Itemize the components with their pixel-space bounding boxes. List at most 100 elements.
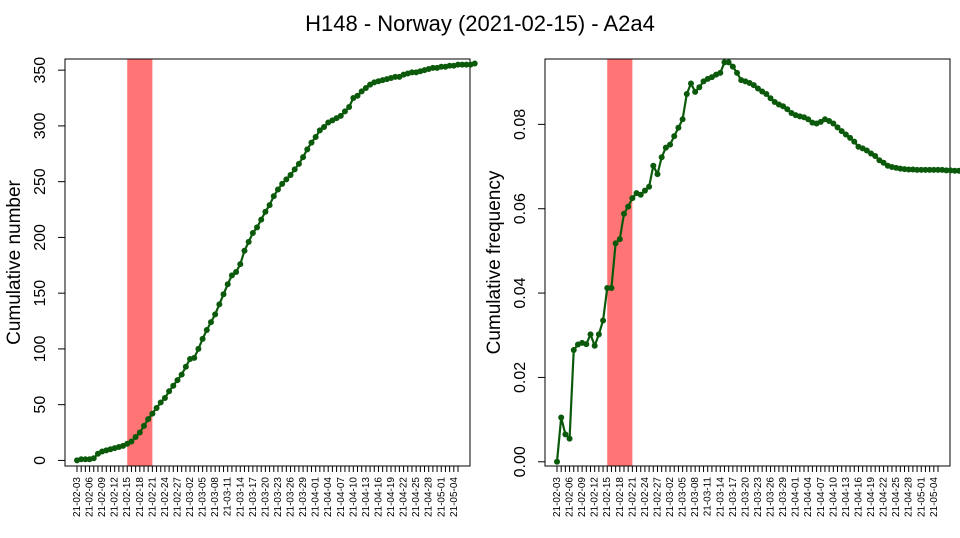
data-point [675,124,682,131]
data-point [687,80,694,87]
data-point [604,285,611,292]
data-point [566,435,573,442]
data-point [191,354,198,361]
data-point [408,69,415,76]
data-point [650,162,657,169]
data-point [784,106,791,113]
data-point [926,166,933,173]
data-point [641,187,648,194]
y-tick-label: 0.02 [512,362,529,393]
x-tick-label: 21-04-04 [323,477,334,517]
x-tick-label: 21-05-04 [449,477,460,517]
data-point [834,124,841,131]
data-point [249,229,256,236]
data-point [354,92,361,99]
data-point [392,73,399,80]
data-point [170,382,177,389]
data-point [145,416,152,423]
data-point [182,363,189,370]
x-tick-label: 21-03-08 [690,477,701,517]
x-tick-label: 21-03-14 [715,477,726,517]
x-tick-label: 21-02-06 [85,477,96,517]
data-point [224,281,231,288]
data-point [295,160,302,167]
y-tick-label: 250 [32,168,49,195]
x-tick-label: 21-05-01 [436,477,447,517]
data-point [943,167,950,174]
data-point [178,371,185,378]
x-tick-label: 21-02-15 [122,477,133,517]
x-tick-label: 21-03-23 [753,477,764,517]
data-point [905,166,912,173]
x-tick-label: 21-03-11 [223,477,234,517]
data-point [554,458,560,465]
data-point [216,301,223,308]
data-point [683,91,690,98]
data-point [308,139,315,146]
x-tick-label: 21-03-23 [273,477,284,517]
x-tick-label: 21-02-27 [172,477,183,517]
plot-frame [64,58,471,467]
x-tick-label: 21-03-14 [235,477,246,517]
data-point [662,144,669,151]
data-point [132,434,139,441]
x-tick-label: 21-02-24 [640,477,651,517]
data-point [266,202,273,209]
data-point [600,317,607,324]
x-tick-label: 21-03-29 [778,477,789,517]
data-point [842,131,849,138]
data-point [725,59,732,66]
data-point [140,422,147,429]
x-tick-label: 21-04-25 [891,477,902,517]
data-point [254,224,261,231]
x-tick-label: 21-04-13 [361,477,372,517]
data-point [220,291,227,298]
x-tick-label: 21-03-29 [298,477,309,517]
data-point [362,84,369,91]
data-point [258,216,265,223]
data-point [233,268,240,275]
data-point [671,133,678,140]
data-point [241,247,248,254]
y-tick-label: 0 [32,456,49,465]
y-tick-label: 0.08 [512,109,529,140]
highlight-band [127,59,153,466]
data-point [237,261,244,268]
data-point [658,154,665,161]
data-point [207,319,214,326]
y-tick-label: 50 [32,396,49,414]
data-point [212,311,219,318]
y-tick-label: 0.04 [512,277,529,308]
data-point [608,285,615,292]
data-point [291,166,298,173]
data-point [471,60,478,67]
data-point [754,85,761,92]
data-point [847,134,854,141]
data-point [262,208,269,215]
x-tick-label: 21-03-20 [260,477,271,517]
x-tick-label: 21-03-11 [703,477,714,517]
data-point [438,63,445,70]
y-tick-label: 0.00 [512,446,529,477]
x-tick-label: 21-03-05 [198,477,209,517]
data-point [153,405,160,412]
data-point [717,69,724,76]
data-point [667,141,674,148]
y-axis-title: Cumulative number [4,179,25,344]
data-point [203,326,210,333]
data-point [283,176,290,183]
data-point [591,342,598,349]
chart-title: H148 - Norway (2021-02-15) - A2a4 [305,11,655,36]
y-tick-label: 350 [32,57,49,84]
x-tick-label: 21-04-19 [386,477,397,517]
x-tick-label: 21-05-01 [916,477,927,517]
data-point [616,236,623,243]
data-point [637,191,644,198]
x-tick-label: 21-04-28 [424,477,435,517]
data-point [195,345,202,352]
data-point [274,186,281,193]
y-tick-label: 100 [32,335,49,362]
data-point [279,180,286,187]
data-point [78,456,85,463]
data-point [429,64,436,71]
